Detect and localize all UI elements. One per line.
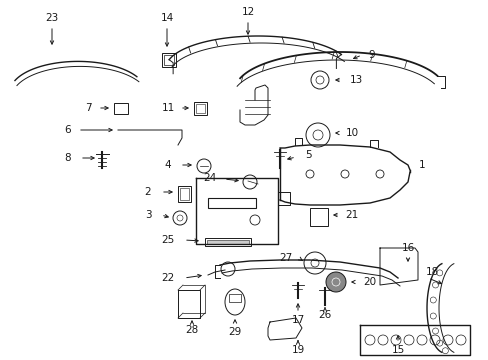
Text: 21: 21 xyxy=(345,210,358,220)
Text: 22: 22 xyxy=(161,273,174,283)
Text: 18: 18 xyxy=(425,267,438,277)
Bar xyxy=(196,104,204,113)
Text: 2: 2 xyxy=(144,187,151,197)
Text: 20: 20 xyxy=(363,277,376,287)
Text: 11: 11 xyxy=(161,103,174,113)
Text: 26: 26 xyxy=(318,310,331,320)
Text: 14: 14 xyxy=(160,13,173,23)
Text: 3: 3 xyxy=(144,210,151,220)
Text: 7: 7 xyxy=(84,103,91,113)
Text: 24: 24 xyxy=(203,173,216,183)
Text: 15: 15 xyxy=(390,345,404,355)
Text: 12: 12 xyxy=(241,7,254,17)
Bar xyxy=(207,198,256,208)
Text: 6: 6 xyxy=(64,125,71,135)
Bar xyxy=(163,55,174,65)
Text: 25: 25 xyxy=(161,235,174,245)
Text: 8: 8 xyxy=(64,153,71,163)
Text: 28: 28 xyxy=(185,325,198,335)
Text: 29: 29 xyxy=(228,327,241,337)
Bar xyxy=(228,294,241,302)
Text: 10: 10 xyxy=(345,128,358,138)
Text: 9: 9 xyxy=(368,50,375,60)
Bar xyxy=(180,188,189,200)
Bar xyxy=(206,240,248,244)
Bar xyxy=(194,102,206,115)
Text: 5: 5 xyxy=(304,150,311,160)
Text: 23: 23 xyxy=(45,13,59,23)
Bar xyxy=(178,186,191,202)
Text: 4: 4 xyxy=(164,160,171,170)
Bar xyxy=(162,53,176,67)
Text: 1: 1 xyxy=(418,160,425,170)
Bar xyxy=(114,103,128,114)
Bar xyxy=(204,238,250,246)
Bar xyxy=(309,208,327,226)
Text: 27: 27 xyxy=(279,253,292,263)
Text: 17: 17 xyxy=(291,315,304,325)
Text: 16: 16 xyxy=(401,243,414,253)
Text: 13: 13 xyxy=(348,75,362,85)
Circle shape xyxy=(325,272,346,292)
Text: 19: 19 xyxy=(291,345,304,355)
